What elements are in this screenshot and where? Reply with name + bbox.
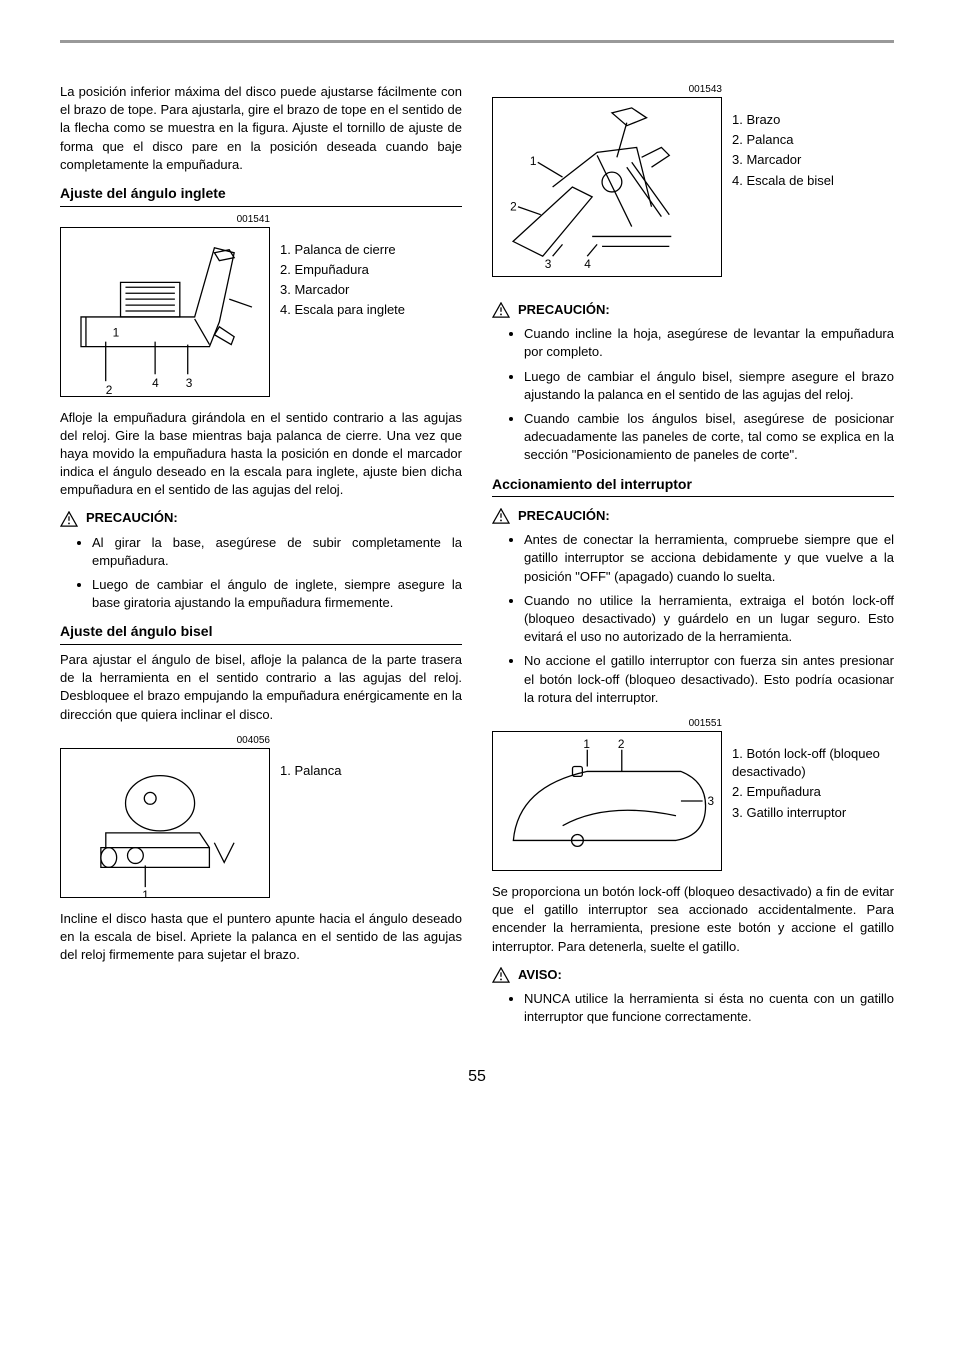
bevel-paragraph-1: Para ajustar el ángulo de bisel, afloje … bbox=[60, 651, 462, 724]
bullet-item: Cuando no utilice la herramienta, extrai… bbox=[524, 592, 894, 647]
bevel-paragraph-2: Incline el disco hasta que el puntero ap… bbox=[60, 910, 462, 965]
caution-label: PRECAUCIÓN: bbox=[518, 507, 610, 525]
warning-icon bbox=[492, 302, 510, 318]
svg-text:1: 1 bbox=[530, 154, 537, 168]
svg-text:4: 4 bbox=[152, 376, 159, 390]
figure1-illustration: 1 2 4 3 bbox=[60, 227, 270, 397]
page-number: 55 bbox=[60, 1066, 894, 1088]
svg-text:3: 3 bbox=[708, 794, 715, 808]
figure3-illustration: 1 2 3 4 bbox=[492, 97, 722, 277]
legend-item: 1. Palanca bbox=[280, 762, 341, 780]
figure1-id: 001541 bbox=[60, 213, 270, 227]
caution-label: PRECAUCIÓN: bbox=[86, 509, 178, 527]
figure4-illustration: 1 2 3 bbox=[492, 731, 722, 871]
bullet-item: Cuando cambie los ángulos bisel, asegúre… bbox=[524, 410, 894, 465]
bullet-item: Cuando incline la hoja, asegúrese de lev… bbox=[524, 325, 894, 361]
bullet-item: No accione el gatillo interruptor con fu… bbox=[524, 652, 894, 707]
bullet-item: Al girar la base, asegúrese de subir com… bbox=[92, 534, 462, 570]
caution-label: PRECAUCIÓN: bbox=[518, 301, 610, 319]
legend-item: 2. Empuñadura bbox=[280, 261, 405, 279]
caution-list-1: Al girar la base, asegúrese de subir com… bbox=[60, 534, 462, 613]
bullet-item: Antes de conectar la herramienta, compru… bbox=[524, 531, 894, 586]
legend-item: 4. Escala de bisel bbox=[732, 172, 834, 190]
right-column: 001543 bbox=[492, 83, 894, 1036]
figure4-block: 1 2 3 1. Botón lock-off (bloqueo desacti… bbox=[492, 731, 894, 871]
caution-row-1: PRECAUCIÓN: bbox=[60, 509, 462, 527]
aviso-list: NUNCA utilice la herramienta si ésta no … bbox=[492, 990, 894, 1026]
legend-item: 4. Escala para inglete bbox=[280, 301, 405, 319]
svg-text:3: 3 bbox=[186, 376, 193, 390]
legend-item: 1. Brazo bbox=[732, 111, 834, 129]
caution-list-2: Cuando incline la hoja, asegúrese de lev… bbox=[492, 325, 894, 464]
bullet-item: Luego de cambiar el ángulo bisel, siempr… bbox=[524, 368, 894, 404]
figure1-legend: 1. Palanca de cierre 2. Empuñadura 3. Ma… bbox=[280, 241, 405, 322]
figure2-legend: 1. Palanca bbox=[280, 762, 341, 782]
figure1-block: 1 2 4 3 1. Palanca de cierre 2. Empuñadu… bbox=[60, 227, 462, 397]
figure3-block: 1 2 3 4 1. Brazo 2. Palanca 3. Marcador … bbox=[492, 97, 894, 277]
aviso-row: AVISO: bbox=[492, 966, 894, 984]
warning-icon bbox=[60, 511, 78, 527]
svg-text:1: 1 bbox=[113, 325, 120, 339]
svg-text:1: 1 bbox=[142, 888, 149, 897]
bullet-item: NUNCA utilice la herramienta si ésta no … bbox=[524, 990, 894, 1026]
section-heading-bevel: Ajuste del ángulo bisel bbox=[60, 622, 462, 645]
svg-text:1: 1 bbox=[583, 737, 590, 751]
svg-text:3: 3 bbox=[545, 257, 552, 271]
legend-item: 1. Botón lock-off (bloqueo desactivado) bbox=[732, 745, 894, 781]
caution-row-2: PRECAUCIÓN: bbox=[492, 301, 894, 319]
intro-paragraph: La posición inferior máxima del disco pu… bbox=[60, 83, 462, 174]
section-heading-miter: Ajuste del ángulo inglete bbox=[60, 184, 462, 207]
figure4-id: 001551 bbox=[492, 717, 722, 731]
figure2-block: 1 1. Palanca bbox=[60, 748, 462, 898]
svg-text:2: 2 bbox=[510, 200, 517, 214]
miter-paragraph: Afloje la empuñadura girándola en el sen… bbox=[60, 409, 462, 500]
figure2-illustration: 1 bbox=[60, 748, 270, 898]
svg-text:2: 2 bbox=[618, 737, 625, 751]
caution-row-3: PRECAUCIÓN: bbox=[492, 507, 894, 525]
figure3-id: 001543 bbox=[492, 83, 722, 97]
bullet-item: Luego de cambiar el ángulo de inglete, s… bbox=[92, 576, 462, 612]
svg-text:2: 2 bbox=[106, 383, 113, 396]
section-heading-switch: Accionamiento del interruptor bbox=[492, 475, 894, 498]
caution-list-3: Antes de conectar la herramienta, compru… bbox=[492, 531, 894, 707]
switch-paragraph: Se proporciona un botón lock-off (bloque… bbox=[492, 883, 894, 956]
warning-icon bbox=[492, 967, 510, 983]
aviso-label: AVISO: bbox=[518, 966, 562, 984]
top-rule bbox=[60, 40, 894, 43]
legend-item: 3. Marcador bbox=[280, 281, 405, 299]
legend-item: 3. Marcador bbox=[732, 151, 834, 169]
warning-icon bbox=[492, 508, 510, 524]
legend-item: 3. Gatillo interruptor bbox=[732, 804, 894, 822]
figure4-legend: 1. Botón lock-off (bloqueo desactivado) … bbox=[732, 745, 894, 824]
figure3-legend: 1. Brazo 2. Palanca 3. Marcador 4. Escal… bbox=[732, 111, 834, 192]
legend-item: 1. Palanca de cierre bbox=[280, 241, 405, 259]
legend-item: 2. Empuñadura bbox=[732, 783, 894, 801]
svg-text:4: 4 bbox=[584, 257, 591, 271]
figure2-id: 004056 bbox=[60, 734, 270, 748]
left-column: La posición inferior máxima del disco pu… bbox=[60, 83, 462, 1036]
legend-item: 2. Palanca bbox=[732, 131, 834, 149]
two-column-layout: La posición inferior máxima del disco pu… bbox=[60, 83, 894, 1036]
